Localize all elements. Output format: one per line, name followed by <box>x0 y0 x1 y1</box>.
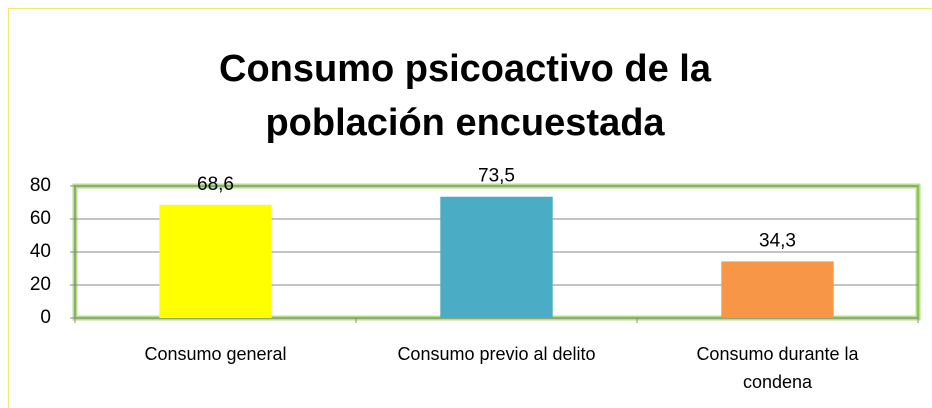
y-tick-label: 0 <box>40 307 51 328</box>
x-tick-label: Consumo previo al delito <box>397 344 596 364</box>
y-tick-label: 40 <box>30 241 51 262</box>
data-label: 34,3 <box>759 230 796 251</box>
bar <box>721 261 834 318</box>
bar <box>440 196 553 318</box>
chart-title: Consumo psicoactivo de la población encu… <box>219 48 711 144</box>
bar <box>159 204 272 318</box>
x-tick-label: Consumo general <box>144 344 287 364</box>
y-tick-label: 60 <box>30 208 51 229</box>
y-tick-label: 20 <box>30 274 51 295</box>
chart-border <box>8 8 932 408</box>
data-label: 73,5 <box>478 166 515 187</box>
data-label: 68,6 <box>197 174 234 195</box>
y-tick-label: 80 <box>30 175 51 196</box>
x-tick-label: Consumo durante la condena <box>696 344 859 392</box>
